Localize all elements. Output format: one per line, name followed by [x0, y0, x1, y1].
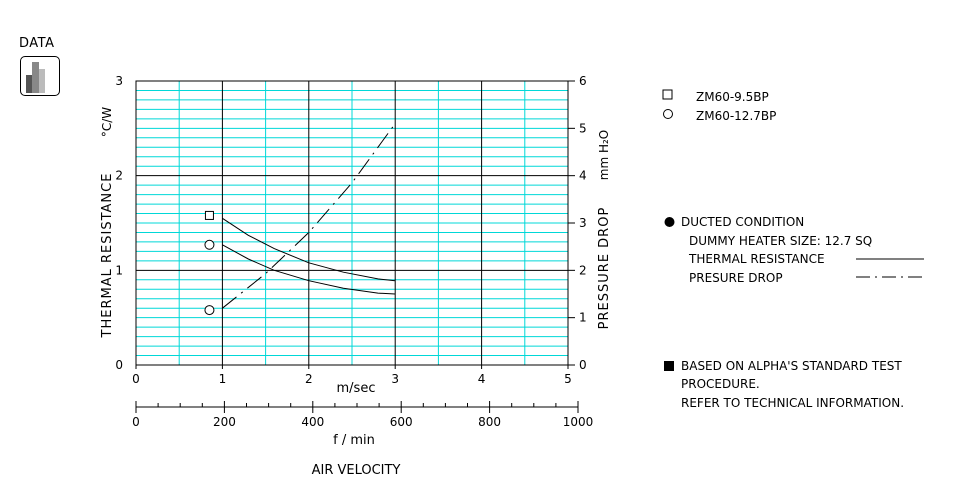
secondary-x-tick-label: 0 [132, 415, 140, 429]
right-tick-label: 5 [579, 121, 587, 135]
secondary-x-tick-label: 400 [301, 415, 324, 429]
x-tick-label: 2 [305, 372, 313, 386]
axis-ticks [135, 80, 579, 413]
circle-marker-icon [662, 108, 674, 123]
x-axis-label-fmin: f / min [333, 433, 375, 448]
pressure-drop-legend-label: PRESURE DROP [689, 271, 783, 285]
data-badge-label: DATA [19, 36, 55, 51]
x-tick-label: 4 [478, 372, 486, 386]
thermal-resistance-legend-label: THERMAL RESISTANCE [689, 252, 825, 266]
x-tick-label: 1 [219, 372, 227, 386]
square-marker [204, 210, 214, 220]
right-tick-label: 4 [579, 169, 587, 183]
ducted-condition-title: DUCTED CONDITION [681, 215, 805, 229]
heater-size: DUMMY HEATER SIZE: 12.7 SQ [689, 234, 873, 248]
note-line-3: REFER TO TECHNICAL INFORMATION. [681, 396, 905, 410]
x-tick-label: 0 [132, 372, 140, 386]
left-tick-label: 0 [115, 358, 123, 372]
data-badge: DATA [18, 36, 62, 96]
secondary-x-tick-label: 200 [213, 415, 236, 429]
left-tick-label: 1 [115, 263, 123, 277]
secondary-x-tick-label: 600 [390, 415, 413, 429]
grid-minor [136, 81, 568, 365]
note-line-1: BASED ON ALPHA'S STANDARD TEST [681, 359, 902, 373]
circle-marker [204, 305, 215, 316]
filled-circle-icon [664, 216, 676, 231]
legend-label-zm60-9-5bp: ZM60-9.5BP [696, 90, 769, 104]
secondary-x-tick-label: 1000 [563, 415, 594, 429]
x-tick-label: 5 [564, 372, 572, 386]
y-right-unit: mm H₂O [597, 130, 611, 180]
note-line-2: PROCEDURE. [681, 377, 760, 391]
square-marker-icon [662, 89, 674, 104]
y-left-unit: °C/W [100, 107, 114, 137]
series-thermal_resistance-line [222, 244, 396, 295]
line-style-legend [856, 258, 924, 278]
series-lines [222, 123, 396, 309]
grid-major [136, 81, 568, 365]
filled-square-icon [664, 361, 675, 375]
series-thermal_resistance-line [222, 217, 396, 282]
air-velocity-title: AIR VELOCITY [312, 463, 401, 478]
x-tick-label: 3 [391, 372, 399, 386]
circle-marker [204, 239, 215, 250]
axis-labels: 0 1 2 3 0 1 2 3 4 5 6 0 1 2 3 4 5 m/sec 0 200 400 600 800 1000 f… [100, 74, 612, 478]
legend-label-zm60-12-7bp: ZM60-12.7BP [696, 109, 777, 123]
y-left-label: THERMAL RESISTANCE [100, 173, 115, 339]
left-tick-label: 3 [115, 74, 123, 88]
right-tick-label: 1 [579, 311, 587, 325]
data-chart-icon [20, 56, 60, 96]
right-tick-label: 0 [579, 358, 587, 372]
test-note: BASED ON ALPHA'S STANDARD TEST [664, 359, 902, 373]
ducted-condition: DUCTED CONDITION [664, 215, 804, 229]
right-tick-label: 2 [579, 263, 587, 277]
series-pressure_drop-line [222, 123, 396, 309]
secondary-x-tick-label: 800 [478, 415, 501, 429]
right-tick-label: 6 [579, 74, 587, 88]
x-axis-label-msec: m/sec [337, 381, 376, 396]
left-tick-label: 2 [115, 169, 123, 183]
right-tick-label: 3 [579, 216, 587, 230]
series-markers [204, 210, 215, 316]
y-right-label: PRESSURE DROP [597, 207, 612, 330]
